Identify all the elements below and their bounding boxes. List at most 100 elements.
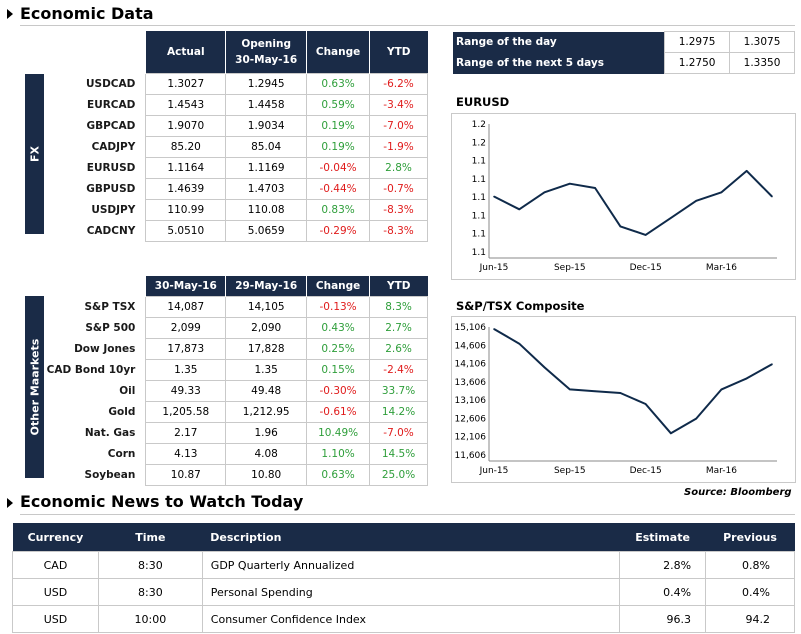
- fx-cell-opening: 5.0659: [225, 219, 308, 242]
- chart-eurusd: 1.2 1.2 1.1 1.1 1.1 1.1 1.1 1.1 Jun-15 Sep-15 Dec-…: [451, 113, 796, 280]
- news-row: USD 10:00 Consumer Confidence Index 96.3 94.…: [12, 605, 795, 633]
- news-cell-currency: USD: [12, 605, 99, 633]
- news-cell-estimate: 96.3: [619, 605, 707, 633]
- markets-cell-change: 10.49%: [306, 422, 371, 444]
- y-tick-label: 1.1: [472, 211, 486, 221]
- range-label: Range of the day: [453, 31, 665, 53]
- fx-cell-opening: 1.1169: [225, 156, 308, 179]
- fx-cell-opening: 110.08: [225, 198, 308, 221]
- markets-cell-a: 1,205.58: [145, 401, 227, 423]
- fx-col-header: Actual: [145, 31, 226, 73]
- y-tick-label: 1.1: [472, 230, 486, 240]
- news-row: USD 8:30 Personal Spending 0.4% 0.4%: [12, 578, 795, 606]
- news-col-header: Description: [202, 523, 620, 552]
- markets-cell-a: 2,099: [145, 317, 227, 339]
- fx-cell-opening: 1.4703: [225, 177, 308, 200]
- data-point: [518, 208, 521, 211]
- fx-table: Actual Opening 30-May-16 Change YTD USDC…: [44, 31, 428, 242]
- series-line: [493, 169, 773, 236]
- markets-cell-b: 49.48: [225, 380, 308, 402]
- markets-row: Soybean 10.87 10.80 0.63% 25.0%: [44, 464, 428, 486]
- x-tick-label: Jun-15: [479, 263, 509, 273]
- data-point: [720, 191, 723, 194]
- markets-col-header: YTD: [369, 276, 428, 297]
- fx-group-label: FX: [25, 74, 44, 234]
- range-low: 1.2750: [664, 52, 731, 74]
- news-row: CAD 8:30 GDP Quarterly Annualized 2.8% 0.8%: [12, 551, 795, 579]
- data-point: [670, 217, 672, 219]
- x-tick-label: Mar-16: [706, 263, 737, 273]
- news-cell-time: 10:00: [97, 605, 203, 633]
- news-cell-previous: 94.2: [705, 605, 795, 633]
- section-marker-icon: [7, 498, 13, 508]
- source-note: Source: Bloomberg: [684, 487, 792, 498]
- fx-cell-change: -0.44%: [306, 177, 371, 200]
- fx-cell-opening: 85.04: [225, 135, 308, 158]
- news-col-header: Time: [98, 523, 203, 552]
- fx-cell-change: 0.83%: [306, 198, 371, 221]
- markets-cell-a: 17,873: [145, 338, 227, 360]
- markets-cell-ytd: 25.0%: [369, 464, 428, 486]
- y-tick-label: 1.1: [472, 157, 486, 167]
- data-point: [771, 363, 773, 365]
- section-marker-icon: [7, 9, 13, 19]
- chart-tsx: 15,106 14,606 14,106 13,606 13,106 12,606 12,1…: [451, 316, 796, 483]
- range-table: Range of the day 1.2975 1.3075 Range of …: [453, 31, 795, 74]
- series-line: [493, 328, 773, 435]
- markets-cell-ytd: 14.5%: [369, 443, 428, 465]
- data-point: [771, 195, 773, 198]
- fx-cell-ytd: -8.3%: [369, 219, 428, 242]
- markets-table: 30-May-16 29-May-16 Change YTD S&P TSX 14…: [44, 276, 428, 486]
- y-tick-label: 15,106: [455, 323, 487, 333]
- markets-cell-change: 0.43%: [306, 317, 371, 339]
- fx-cell-name: GBPUSD: [86, 182, 136, 195]
- markets-cell-b: 4.08: [225, 443, 308, 465]
- markets-cell-change: -0.13%: [306, 296, 371, 318]
- y-tick-label: 13,606: [455, 378, 487, 388]
- fx-row: GBPUSD 1.4639 1.4703 -0.44% -0.7%: [44, 177, 428, 200]
- markets-cell-change: -0.61%: [306, 401, 371, 423]
- section-title-news: Economic News to Watch Today: [20, 492, 304, 511]
- fx-cell-ytd: -3.4%: [369, 93, 428, 116]
- x-tick-label: Dec-15: [630, 466, 662, 476]
- news-cell-description: GDP Quarterly Annualized: [201, 551, 621, 579]
- markets-col-header: Change: [306, 276, 370, 297]
- fx-cell-name: USDCAD: [86, 77, 136, 90]
- fx-cell-name: CADJPY: [91, 140, 136, 153]
- y-tick-label: 1.1: [472, 193, 486, 203]
- y-tick-label: 1.1: [472, 175, 486, 185]
- markets-cell-ytd: 33.7%: [369, 380, 428, 402]
- markets-cell-name: Gold: [108, 406, 136, 418]
- fx-cell-change: -0.29%: [306, 219, 371, 242]
- fx-col-header: Change: [306, 31, 370, 73]
- range-high: 1.3350: [729, 52, 795, 74]
- fx-cell-change: 0.63%: [306, 72, 371, 95]
- fx-cell-change: -0.04%: [306, 156, 371, 179]
- fx-row: CADJPY 85.20 85.04 0.19% -1.9%: [44, 135, 428, 158]
- x-tick-label: Dec-15: [630, 263, 662, 273]
- news-cell-time: 8:30: [97, 551, 203, 579]
- news-col-header: Previous: [705, 523, 795, 552]
- markets-cell-ytd: -2.4%: [369, 359, 428, 381]
- news-cell-currency: USD: [12, 578, 99, 606]
- fx-row: EURCAD 1.4543 1.4458 0.59% -3.4%: [44, 93, 428, 116]
- fx-cell-name: CADCNY: [86, 224, 136, 237]
- x-tick-label: Jun-15: [479, 466, 509, 476]
- data-point: [569, 388, 571, 391]
- data-point: [644, 403, 647, 405]
- markets-row: Gold 1,205.58 1,212.95 -0.61% 14.2%: [44, 401, 428, 423]
- data-point: [745, 377, 748, 380]
- fx-cell-name: EURCAD: [87, 98, 136, 111]
- news-table: Currency Time Description Estimate Previ…: [12, 523, 795, 633]
- fx-cell-opening: 1.2945: [225, 72, 308, 95]
- data-point: [518, 342, 521, 345]
- fx-cell-ytd: -6.2%: [369, 72, 428, 95]
- fx-cell-actual: 85.20: [145, 135, 227, 158]
- data-point: [543, 366, 546, 369]
- fx-cell-ytd: 2.8%: [369, 156, 428, 179]
- data-point: [493, 195, 495, 198]
- data-point: [720, 388, 723, 391]
- data-point: [695, 417, 697, 420]
- y-tick-label: 14,106: [455, 360, 487, 370]
- news-col-header: Estimate: [619, 523, 706, 552]
